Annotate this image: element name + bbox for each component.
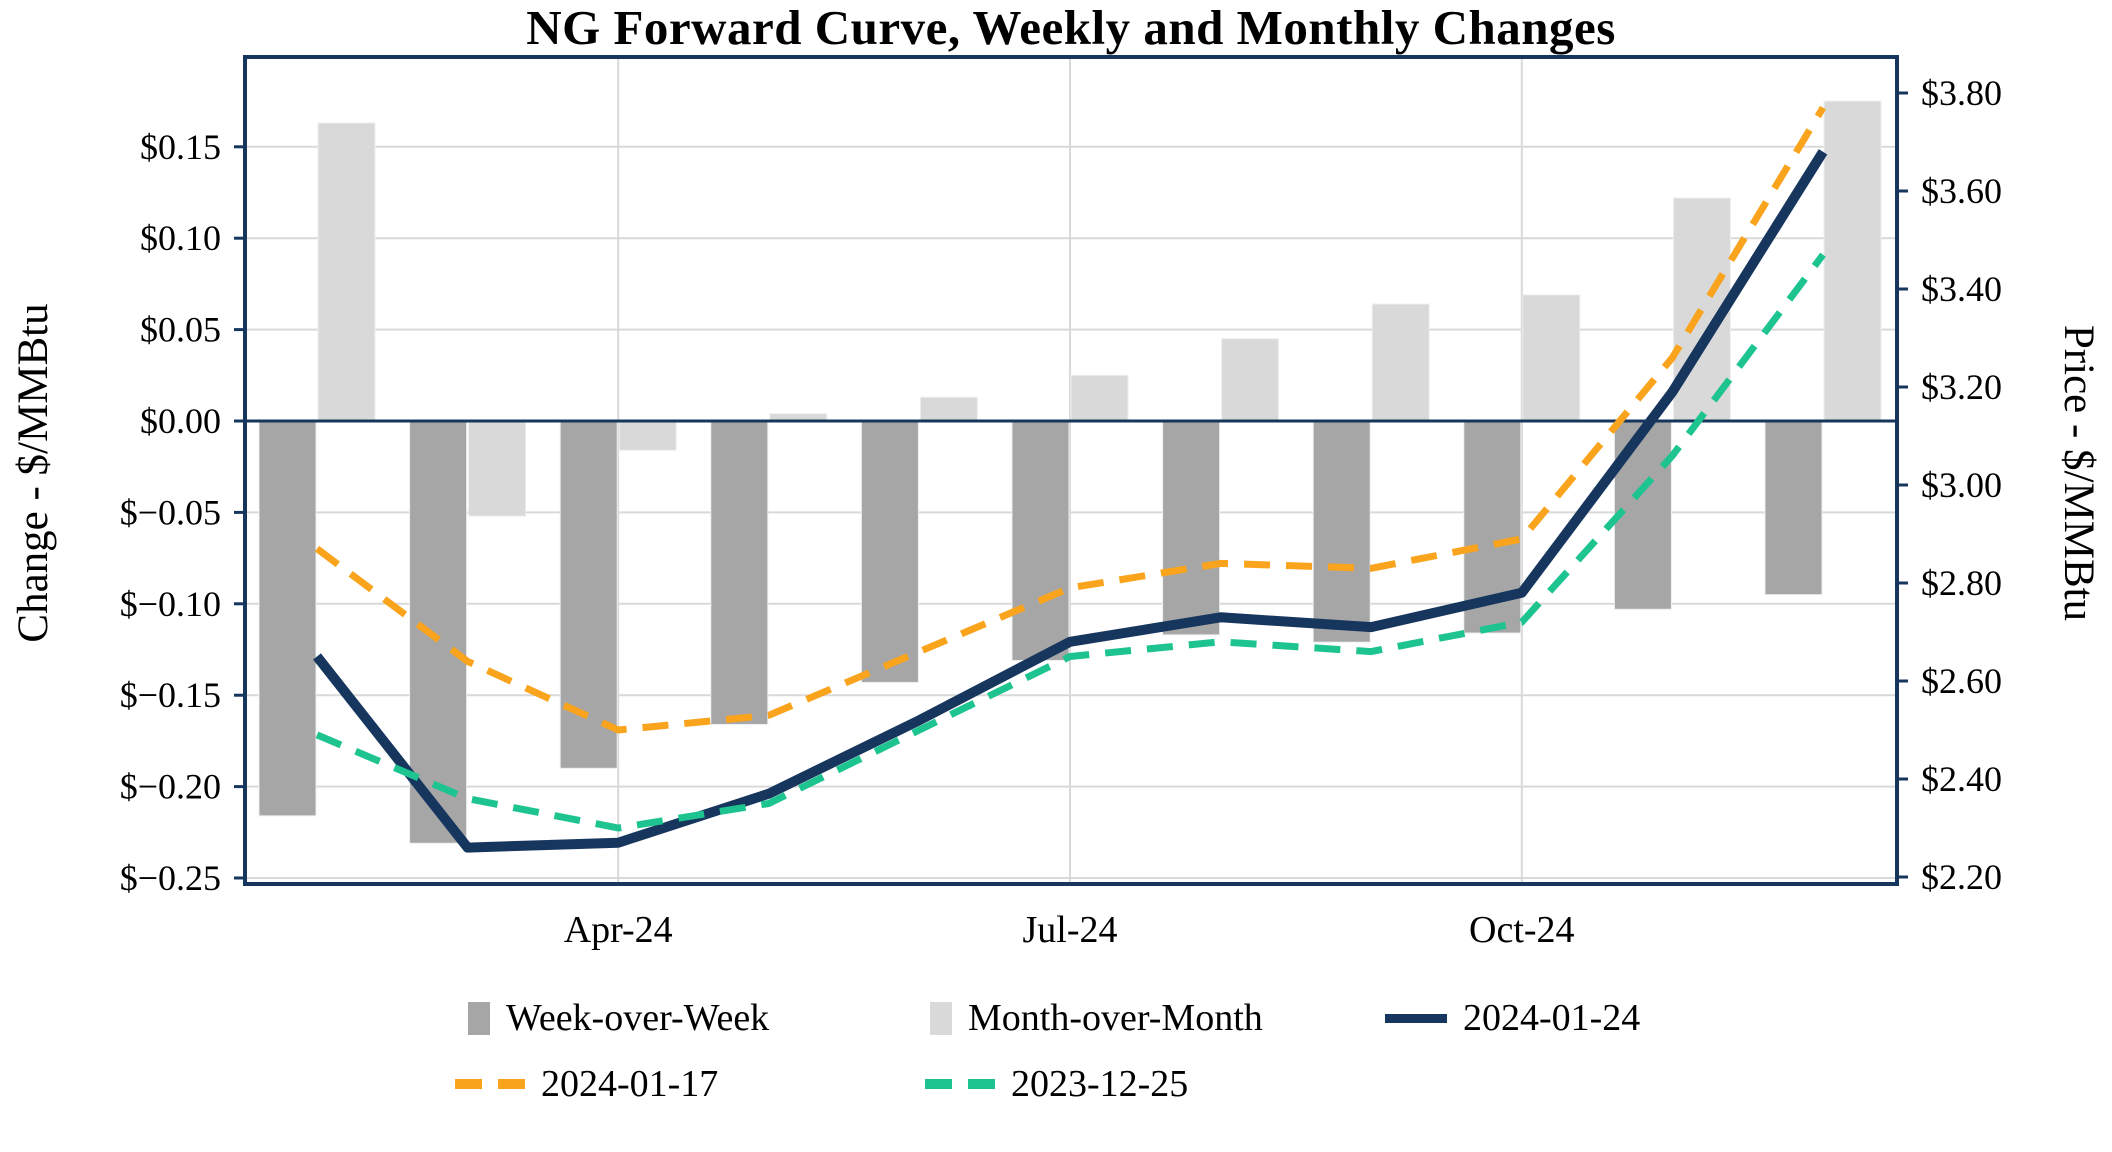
left-tick-label: $0.15 (140, 127, 221, 167)
line-2024-01-24 (313, 149, 1828, 853)
right-tick-label: $3.80 (1921, 73, 2002, 113)
plot-border (243, 55, 1899, 886)
left-tick-label: $−0.15 (120, 675, 221, 715)
legend-item-week-over-week: Week-over-Week (468, 996, 769, 1040)
x-tick-label: Oct-24 (1469, 909, 1575, 951)
left-tick-label: $0.05 (140, 310, 221, 350)
legend-item-month-over-month: Month-over-Month (930, 996, 1263, 1040)
line-2023-12-25 (315, 252, 1826, 832)
bar-month-over-month (618, 420, 677, 451)
legend-label: 2024-01-17 (541, 1063, 719, 1105)
left-tick-label: $0.00 (140, 401, 221, 441)
right-tick-label: $2.60 (1921, 661, 2002, 701)
bar-week-over-week (1312, 420, 1371, 643)
left-tick-label: $−0.05 (120, 492, 221, 532)
chart-title: NG Forward Curve, Weekly and Monthly Cha… (526, 0, 1616, 55)
bar-month-over-month (1371, 303, 1430, 422)
legend-item-2024-01-17: 2024-01-17 (455, 1062, 718, 1106)
green-dashed-swatch-icon (925, 1079, 995, 1089)
bar-month-over-month (1221, 338, 1280, 422)
legend-label: Month-over-Month (968, 997, 1263, 1039)
bar-month-over-month (1823, 100, 1882, 422)
bar-week-over-week (559, 420, 618, 769)
week-over-week-swatch-icon (468, 1001, 490, 1035)
orange-dashed-swatch-icon (455, 1079, 525, 1089)
legend-label: 2023-12-25 (1011, 1063, 1189, 1105)
left-tick-label: $−0.25 (120, 858, 221, 898)
month-over-month-swatch-icon (930, 1001, 952, 1035)
right-axis-title: Price - $/MMBtu (2055, 324, 2102, 622)
bar-month-over-month (317, 122, 376, 422)
right-tick-label: $3.60 (1921, 171, 2002, 211)
left-axis-title: Change - $/MMBtu (10, 303, 57, 643)
bar-week-over-week (1162, 420, 1221, 636)
bar-week-over-week (860, 420, 919, 683)
right-tick-label: $2.20 (1921, 857, 2002, 897)
x-tick-label: Jul-24 (1023, 909, 1118, 951)
solid-line-swatch-icon (1385, 1013, 1447, 1023)
line-2024-01-17 (314, 105, 1826, 734)
legend-label: Week-over-Week (506, 997, 770, 1039)
bar-week-over-week (710, 420, 769, 725)
bar-week-over-week (1764, 420, 1823, 596)
bar-week-over-week (409, 420, 468, 844)
right-tick-label: $3.20 (1921, 367, 2002, 407)
legend-item-2023-12-25: 2023-12-25 (925, 1062, 1188, 1106)
bar-month-over-month (468, 420, 527, 517)
bar-week-over-week (258, 420, 317, 817)
right-tick-label: $2.40 (1921, 759, 2002, 799)
left-tick-label: $0.10 (140, 218, 221, 258)
bar-month-over-month (919, 396, 978, 422)
bar-week-over-week (1011, 420, 1070, 661)
right-tick-label: $2.80 (1921, 563, 2002, 603)
legend-item-2024-01-24: 2024-01-24 (1385, 996, 1640, 1040)
x-tick-label: Apr-24 (564, 909, 673, 951)
bar-month-over-month (1070, 374, 1129, 422)
right-tick-label: $3.00 (1921, 465, 2002, 505)
legend-label: 2024-01-24 (1463, 997, 1641, 1039)
left-tick-label: $−0.10 (120, 584, 221, 624)
left-tick-label: $−0.20 (120, 767, 221, 807)
right-tick-label: $3.40 (1921, 269, 2002, 309)
bar-month-over-month (1522, 294, 1581, 422)
